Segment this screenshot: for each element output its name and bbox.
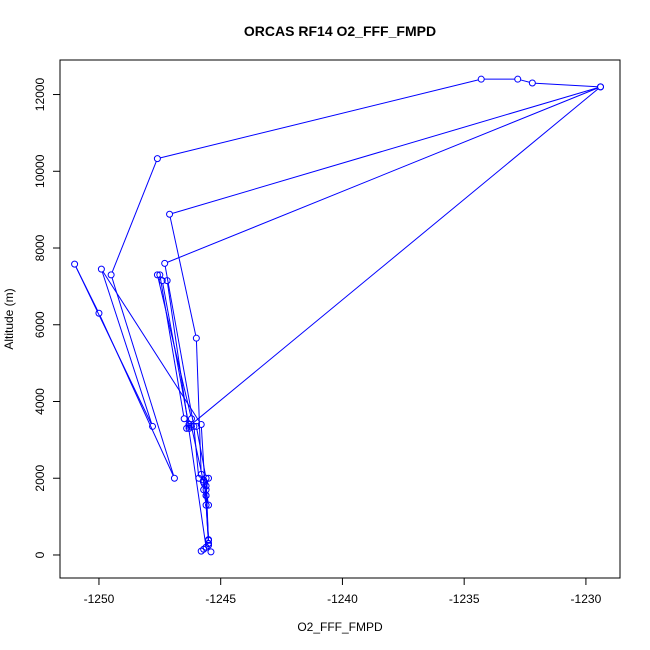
data-point: [149, 422, 157, 430]
data-point: [166, 210, 174, 218]
data-point: [205, 501, 213, 509]
data-point: [158, 277, 166, 285]
data-point: [187, 415, 195, 423]
data-point: [202, 501, 210, 509]
data-point: [202, 492, 210, 500]
series-segment: [111, 277, 175, 476]
series-segment: [206, 481, 209, 487]
y-tick-label: 2000: [33, 465, 47, 492]
series-segment: [101, 271, 153, 424]
data-point: [477, 75, 485, 83]
data-point: [71, 260, 79, 268]
data-point: [514, 75, 522, 83]
series-segment: [169, 217, 197, 336]
data-point: [192, 334, 200, 342]
series-segment: [203, 492, 207, 503]
series-segment: [205, 508, 209, 541]
series-segment: [111, 161, 157, 273]
x-tick-label: -1240: [327, 592, 358, 606]
x-axis-label: O2_FFF_FMPD: [297, 620, 383, 634]
data-point: [95, 309, 103, 317]
series-layer: [71, 75, 605, 556]
y-axis: 0 2000 4000 6000 8000 10000 12000: [33, 78, 61, 558]
data-point: [200, 486, 208, 494]
data-point: [156, 271, 164, 279]
data-point: [597, 83, 605, 91]
y-tick-label: 8000: [33, 234, 47, 261]
series-segment: [535, 82, 598, 88]
y-tick-label: 10000: [33, 154, 47, 188]
x-axis: -1250 -1245 -1240 -1235 -1230: [84, 577, 602, 606]
data-point: [97, 265, 105, 273]
series-segment: [157, 277, 192, 416]
data-point: [200, 478, 208, 486]
data-point: [195, 474, 203, 482]
series-segment: [195, 341, 202, 472]
data-point: [207, 548, 215, 556]
series-segment: [188, 88, 599, 427]
y-tick-label: 0: [33, 551, 47, 558]
data-point: [205, 474, 213, 482]
data-point: [107, 271, 115, 279]
data-point: [170, 474, 178, 482]
y-axis-label: Altitude (m): [2, 288, 16, 349]
data-point: [197, 421, 205, 429]
series-segment: [167, 283, 207, 545]
series-segment: [75, 266, 99, 311]
series-segment: [164, 266, 194, 424]
y-tick-label: 12000: [33, 78, 47, 112]
data-point: [197, 547, 205, 555]
x-tick-label: -1250: [84, 592, 115, 606]
series-segment: [102, 271, 201, 423]
data-point: [180, 415, 188, 423]
series: [71, 75, 605, 556]
data-point: [163, 277, 171, 285]
data-point: [528, 79, 536, 87]
series-segment: [172, 87, 598, 214]
chart-title: ORCAS RF14 O2_FFF_FMPD: [244, 23, 436, 39]
data-point: [205, 536, 213, 544]
data-point: [183, 424, 191, 432]
series-segment: [159, 277, 185, 416]
series-segment: [99, 315, 174, 476]
data-point: [161, 259, 169, 267]
data-point: [153, 271, 161, 279]
series-segment: [520, 79, 530, 83]
x-tick-label: -1245: [205, 592, 236, 606]
x-tick-label: -1230: [571, 592, 602, 606]
data-point: [190, 422, 198, 430]
series-segment: [193, 429, 199, 476]
plot-area-frame: [59, 59, 621, 579]
y-tick-label: 4000: [33, 388, 47, 415]
data-point: [153, 155, 161, 163]
series-segment: [160, 79, 479, 159]
y-tick-label: 6000: [33, 311, 47, 338]
x-tick-label: -1235: [449, 592, 480, 606]
series-segment: [167, 87, 598, 263]
